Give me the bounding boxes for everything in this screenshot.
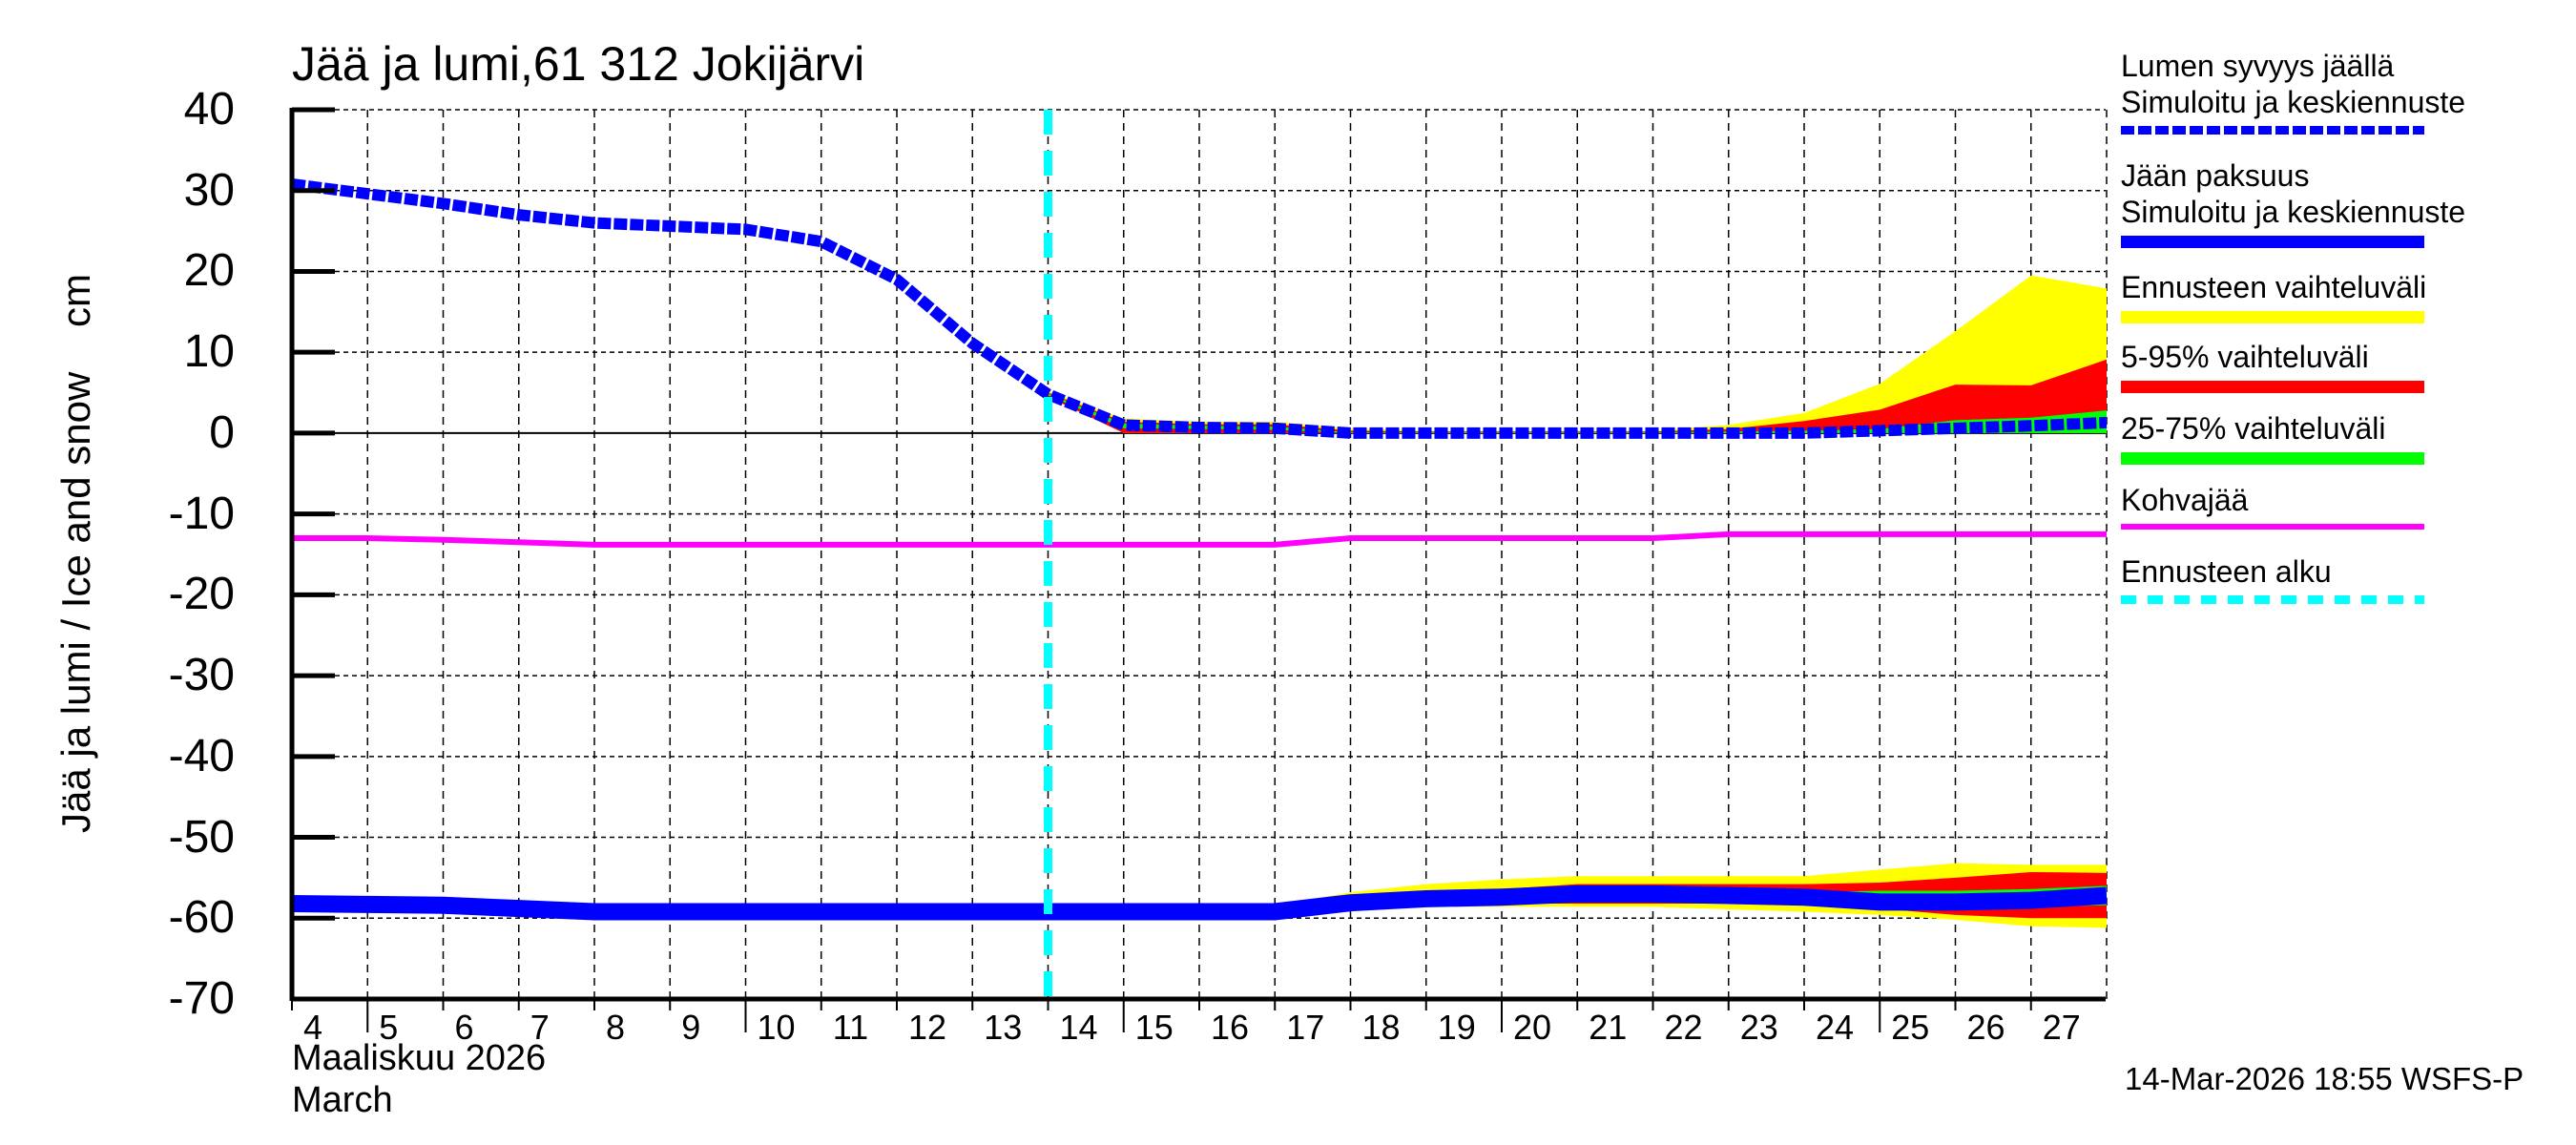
legend-label: Lumen syvyys jäällä	[2121, 49, 2395, 83]
x-tick-label: 11	[832, 1008, 869, 1047]
legend-item: 5-95% vaihteluväli	[2121, 339, 2560, 393]
legend-label: Kohvajää	[2121, 483, 2249, 517]
x-tick-label: 19	[1437, 1008, 1476, 1047]
x-tick-label: 4	[303, 1008, 323, 1047]
y-tick-label: -30	[168, 650, 235, 701]
legend-label: Simuloitu ja keskiennuste	[2121, 195, 2466, 229]
x-tick-label: 21	[1589, 1008, 1628, 1047]
legend-swatch	[2121, 595, 2424, 604]
y-tick-label: -50	[168, 811, 235, 863]
y-tick-label: -70	[168, 973, 235, 1024]
band-area	[1048, 393, 2107, 433]
legend-swatch	[2121, 236, 2424, 248]
x-tick-label: 22	[1664, 1008, 1703, 1047]
data-lines	[291, 110, 2108, 999]
legend-label: Simuloitu ja keskiennuste	[2121, 85, 2466, 119]
axes	[289, 107, 2106, 1032]
legend-item: Ennusteen alku	[2121, 553, 2560, 604]
kohvajaa-line	[292, 531, 2107, 548]
x-tick-label: 8	[606, 1008, 626, 1047]
x-tick-label: 14	[1059, 1008, 1098, 1047]
x-tick-label: 25	[1891, 1008, 1930, 1047]
y-tick-label: -10	[168, 488, 235, 539]
legend-swatch	[2121, 126, 2424, 135]
y-tick-label: 20	[183, 245, 235, 297]
grid-lines	[292, 109, 2108, 1000]
x-tick-label: 15	[1134, 1008, 1174, 1047]
y-tick-label: -60	[168, 892, 235, 944]
legend-item: Ennusteen vaihteluväli	[2121, 269, 2560, 323]
y-axis-label: Jää ja lumi / Ice and snow cm	[53, 274, 98, 833]
ice-thickness-line	[291, 885, 2108, 921]
x-tick-label: 20	[1513, 1008, 1552, 1047]
legend-swatch	[2121, 452, 2424, 465]
legend-item: Lumen syvyys jäällä Simuloitu ja keskienn…	[2121, 48, 2560, 135]
y-tick-label: 0	[209, 406, 235, 458]
x-tick-label: 26	[1966, 1008, 2005, 1047]
x-tick-label: 16	[1211, 1008, 1250, 1047]
y-tick-label: 30	[183, 164, 235, 216]
x-tick-label: 6	[454, 1008, 474, 1047]
x-tick-label: 24	[1816, 1008, 1855, 1047]
x-tick-label: 9	[681, 1008, 701, 1047]
legend-swatch	[2121, 524, 2424, 530]
x-tick-label: 5	[379, 1008, 399, 1047]
x-tick-label: 18	[1361, 1008, 1401, 1047]
x-tick-label: 13	[984, 1008, 1023, 1047]
x-tick-label: 27	[2042, 1008, 2081, 1047]
legend-label: Jään paksuus	[2121, 158, 2310, 193]
x-tick-label: 23	[1739, 1008, 1778, 1047]
forecast-bands	[1048, 275, 2107, 928]
x-tick-label: 7	[530, 1008, 550, 1047]
legend-label: 5-95% vaihteluväli	[2121, 340, 2369, 374]
chart-title: Jää ja lumi,61 312 Jokijärvi	[292, 37, 865, 91]
timestamp: 14-Mar-2026 18:55 WSFS-P	[2125, 1061, 2524, 1096]
legend-label: Ennusteen alku	[2121, 554, 2332, 589]
x-axis-month-fi: Maaliskuu 2026	[292, 1038, 547, 1078]
legend-swatch	[2121, 311, 2424, 323]
x-tick-label: 17	[1286, 1008, 1325, 1047]
snow-depth-line	[291, 177, 2108, 439]
x-axis-month-en: March	[292, 1080, 393, 1120]
y-tick-label: 10	[183, 326, 235, 378]
x-tick-label: 10	[757, 1008, 796, 1047]
y-tick-label: 40	[183, 84, 235, 135]
legend-label: Ennusteen vaihteluväli	[2121, 270, 2427, 304]
y-tick-label: -20	[168, 569, 235, 620]
legend-item: Jään paksuus Simuloitu ja keskiennuste	[2121, 157, 2560, 248]
y-tick-label: -40	[168, 730, 235, 781]
legend-label: 25-75% vaihteluväli	[2121, 411, 2386, 446]
legend-item: Kohvajää	[2121, 482, 2560, 530]
legend-swatch	[2121, 381, 2424, 393]
x-tick-label: 12	[908, 1008, 947, 1047]
legend-item: 25-75% vaihteluväli	[2121, 410, 2560, 465]
